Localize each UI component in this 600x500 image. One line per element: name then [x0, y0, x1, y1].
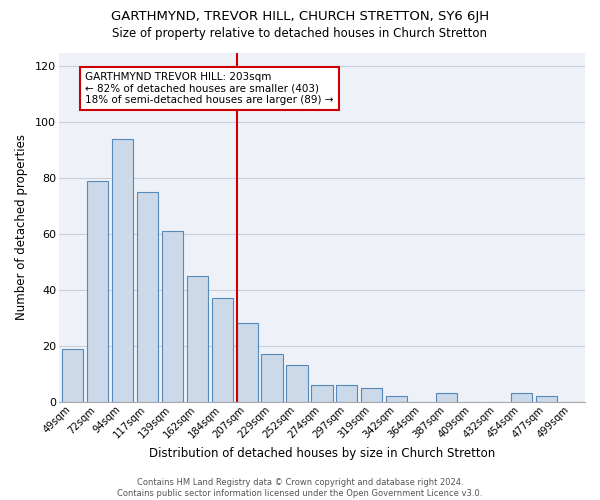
- Bar: [361, 388, 382, 402]
- Bar: [112, 139, 133, 402]
- X-axis label: Distribution of detached houses by size in Church Stretton: Distribution of detached houses by size …: [149, 447, 495, 460]
- Text: Contains HM Land Registry data © Crown copyright and database right 2024.
Contai: Contains HM Land Registry data © Crown c…: [118, 478, 482, 498]
- Bar: [236, 324, 258, 402]
- Text: Size of property relative to detached houses in Church Stretton: Size of property relative to detached ho…: [113, 28, 487, 40]
- Bar: [436, 394, 457, 402]
- Bar: [386, 396, 407, 402]
- Bar: [137, 192, 158, 402]
- Bar: [212, 298, 233, 402]
- Bar: [511, 394, 532, 402]
- Bar: [311, 385, 332, 402]
- Y-axis label: Number of detached properties: Number of detached properties: [15, 134, 28, 320]
- Bar: [162, 232, 183, 402]
- Bar: [62, 348, 83, 402]
- Bar: [87, 181, 108, 402]
- Bar: [262, 354, 283, 402]
- Bar: [187, 276, 208, 402]
- Bar: [336, 385, 358, 402]
- Bar: [286, 366, 308, 402]
- Text: GARTHMYND, TREVOR HILL, CHURCH STRETTON, SY6 6JH: GARTHMYND, TREVOR HILL, CHURCH STRETTON,…: [111, 10, 489, 23]
- Text: GARTHMYND TREVOR HILL: 203sqm
← 82% of detached houses are smaller (403)
18% of : GARTHMYND TREVOR HILL: 203sqm ← 82% of d…: [85, 72, 334, 106]
- Bar: [536, 396, 557, 402]
